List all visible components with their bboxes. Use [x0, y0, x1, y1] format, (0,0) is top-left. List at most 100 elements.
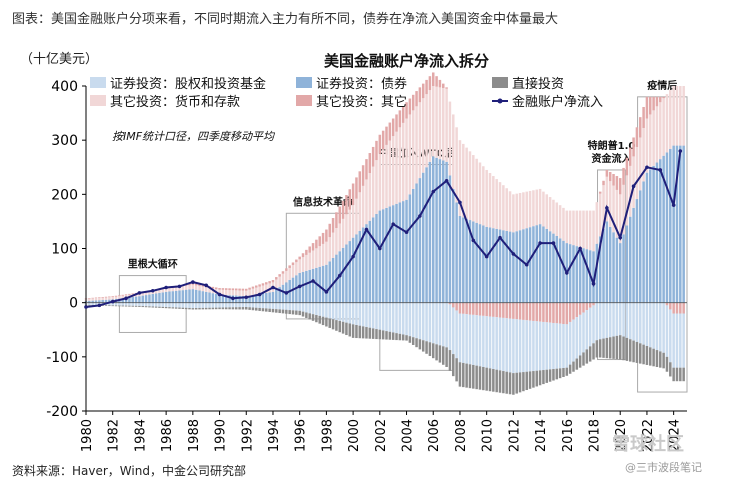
other-bar — [598, 191, 602, 194]
net-inflow-point — [231, 296, 235, 301]
bond-bar — [639, 190, 642, 303]
currency-bar — [659, 102, 662, 160]
other-bar — [682, 302, 685, 314]
bond-bar — [268, 292, 271, 303]
equity-bar — [582, 312, 585, 353]
bond-bar — [261, 293, 265, 303]
fdi-bar — [415, 338, 418, 348]
currency-bar — [645, 118, 649, 173]
bond-bar — [605, 221, 609, 303]
fdi-bar — [228, 307, 231, 310]
bond-bar — [615, 237, 619, 303]
equity-bar — [395, 302, 398, 334]
bond-bar — [408, 194, 412, 303]
currency-bar — [505, 188, 508, 231]
other-bar — [98, 297, 101, 298]
other-bar — [485, 302, 488, 317]
fdi-bar — [224, 307, 228, 310]
net-inflow-point — [618, 235, 623, 240]
fdi-bar — [405, 335, 408, 341]
other-bar — [425, 79, 428, 95]
fdi-bar — [378, 329, 382, 340]
other-bar — [111, 296, 114, 297]
currency-bar — [508, 191, 512, 232]
other-bar — [512, 302, 515, 319]
bond-bar — [628, 216, 632, 303]
bond-bar — [224, 294, 228, 303]
currency-bar — [662, 98, 665, 156]
x-tick-label: 2004 — [401, 419, 416, 452]
other-bar — [288, 265, 291, 268]
bond-bar — [134, 296, 138, 303]
equity-bar — [682, 313, 685, 368]
fdi-bar — [562, 368, 565, 377]
equity-bar — [572, 319, 575, 362]
equity-bar — [662, 302, 665, 353]
other-bar — [361, 165, 365, 186]
other-bar — [315, 239, 318, 249]
equity-bar — [221, 302, 225, 308]
other-bar — [114, 295, 118, 297]
equity-bar — [174, 302, 178, 308]
currency-bar — [428, 90, 432, 162]
equity-bar — [545, 322, 549, 370]
other-bar — [285, 268, 288, 271]
annotation-label: 资金流入 — [592, 152, 632, 165]
bond-bar — [485, 226, 488, 303]
fdi-bar — [445, 347, 448, 367]
currency-bar — [548, 197, 552, 232]
net-inflow-point — [431, 189, 436, 194]
other-bar — [331, 218, 335, 233]
fdi-bar — [552, 369, 555, 381]
equity-bar — [148, 302, 151, 307]
fdi-bar — [201, 307, 205, 310]
net-inflow-point — [110, 299, 115, 304]
equity-bar — [191, 302, 195, 309]
other-bar — [395, 114, 398, 132]
currency-bar — [341, 218, 345, 248]
fdi-bar — [174, 307, 178, 309]
other-bar — [194, 283, 198, 286]
equity-bar — [438, 302, 442, 346]
currency-bar — [462, 143, 465, 218]
equity-bar — [315, 302, 318, 316]
currency-bar — [421, 98, 425, 173]
other-bar — [238, 288, 241, 291]
other-bar — [562, 302, 565, 324]
equity-bar — [478, 315, 482, 367]
x-tick-label: 1980 — [80, 419, 95, 452]
bond-bar — [258, 294, 261, 303]
fdi-bar — [408, 336, 412, 343]
net-inflow-point — [244, 295, 249, 300]
equity-bar — [208, 302, 211, 308]
other-bar — [124, 294, 128, 296]
fdi-bar — [495, 369, 498, 393]
equity-bar — [341, 302, 345, 322]
equity-bar — [575, 317, 579, 359]
equity-bar — [88, 302, 91, 305]
bond-bar — [234, 295, 238, 303]
currency-bar — [355, 198, 358, 235]
currency-bar — [158, 289, 161, 293]
fdi-bar — [565, 367, 569, 376]
equity-bar — [318, 302, 321, 316]
currency-bar — [281, 273, 285, 285]
legend-label-currency: 其它投资：货币和存款 — [110, 94, 240, 110]
equity-bar — [211, 302, 215, 308]
equity-bar — [485, 316, 488, 368]
other-bar — [268, 281, 271, 284]
other-bar — [321, 232, 325, 244]
currency-bar — [265, 284, 268, 293]
fdi-bar — [331, 319, 335, 330]
equity-bar — [608, 302, 612, 338]
equity-bar — [114, 302, 118, 306]
currency-bar — [528, 190, 532, 228]
currency-bar — [261, 285, 265, 294]
net-inflow-point — [658, 168, 663, 172]
equity-bar — [298, 302, 301, 311]
x-tick-label: 1992 — [240, 419, 255, 452]
fdi-bar — [518, 372, 522, 393]
other-bar — [385, 126, 388, 145]
fdi-bar — [438, 345, 442, 363]
currency-bar — [448, 101, 452, 176]
